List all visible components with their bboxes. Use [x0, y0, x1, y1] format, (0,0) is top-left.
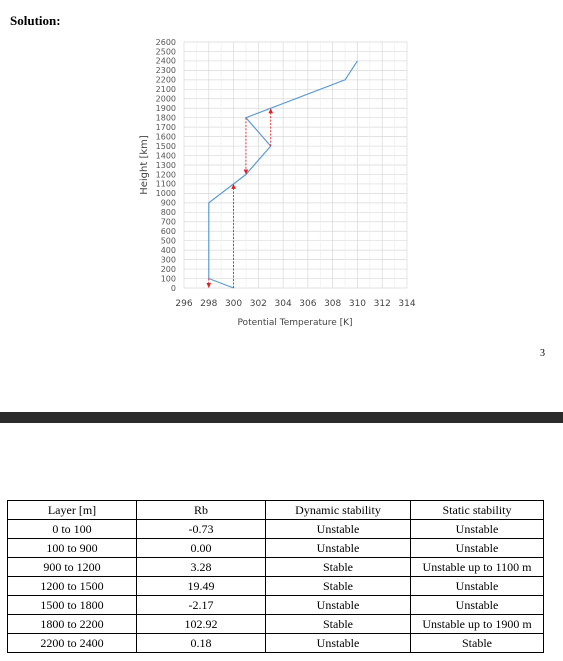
page-divider: [0, 412, 563, 423]
y-tick-label: 2300: [156, 66, 176, 75]
cell-static: Unstable: [410, 538, 544, 558]
cell-rb: 102.92: [136, 614, 266, 634]
parcel-arrow-head: [268, 108, 274, 114]
y-tick-label: 2000: [156, 95, 176, 104]
x-tick-label: 310: [349, 299, 366, 309]
header-dynamic-stability: Dynamic stability: [265, 500, 411, 520]
y-tick-label: 2500: [156, 47, 176, 56]
table-row: 1200 to 1500 19.49 Stable Unstable: [7, 576, 544, 596]
y-tick-label: 100: [161, 274, 176, 283]
cell-rb: -0.73: [136, 519, 266, 539]
cell-layer: 1800 to 2200: [7, 614, 137, 634]
y-tick-label: 1700: [156, 123, 176, 132]
x-axis-label: Potential Temperature [K]: [237, 318, 352, 328]
cell-layer: 900 to 1200: [7, 557, 137, 577]
y-tick-label: 300: [161, 255, 176, 264]
cell-rb: 19.49: [136, 576, 266, 596]
cell-rb: 0.00: [136, 538, 266, 558]
profile-line-layer: [208, 60, 358, 289]
y-tick-label: 0: [171, 284, 176, 293]
parcel-arrows-layer: [206, 108, 274, 288]
cell-dynamic: Stable: [265, 557, 411, 577]
header-layer: Layer [m]: [7, 500, 137, 520]
x-tick-labels: 296 298 300 302 304 306 308 310 312 314: [175, 299, 415, 309]
chart-grid: [183, 41, 408, 289]
profile-series-line: [208, 60, 358, 289]
cell-static: Stable: [410, 633, 544, 653]
y-tick-label: 1500: [156, 142, 176, 151]
parcel-arrow-head: [206, 283, 212, 288]
y-tick-label: 2200: [156, 76, 176, 85]
cell-layer: 0 to 100: [7, 519, 137, 539]
cell-static: Unstable: [410, 576, 544, 596]
x-tick-label: 308: [324, 299, 341, 309]
table-row: 0 to 100 -0.73 Unstable Unstable: [7, 519, 544, 539]
x-tick-label: 298: [200, 299, 217, 309]
table-row: 900 to 1200 3.28 Stable Unstable up to 1…: [7, 557, 544, 577]
y-tick-label: 1400: [156, 151, 176, 160]
cell-layer: 1500 to 1800: [7, 595, 137, 615]
cell-rb: 3.28: [136, 557, 266, 577]
y-tick-label: 1000: [156, 189, 176, 198]
x-tick-label: 304: [275, 299, 292, 309]
x-tick-label: 302: [250, 299, 267, 309]
table-row: 1800 to 2200 102.92 Stable Unstable up t…: [7, 614, 544, 634]
x-tick-label: 314: [398, 299, 415, 309]
y-tick-label: 400: [161, 246, 176, 255]
table-row: 1500 to 1800 -2.17 Unstable Unstable: [7, 595, 544, 615]
cell-rb: -2.17: [136, 595, 266, 615]
x-tick-label: 296: [175, 299, 192, 309]
cell-dynamic: Unstable: [265, 519, 411, 539]
cell-static: Unstable: [410, 595, 544, 615]
y-tick-labels: 0100200300400500600700800900100011001200…: [156, 38, 176, 293]
cell-layer: 100 to 900: [7, 538, 137, 558]
x-tick-label: 300: [225, 299, 242, 309]
cell-static: Unstable up to 1100 m: [410, 557, 544, 577]
y-tick-label: 500: [161, 236, 176, 245]
table-row: 100 to 900 0.00 Unstable Unstable: [7, 538, 544, 558]
x-tick-label: 312: [374, 299, 391, 309]
cell-static: Unstable: [410, 519, 544, 539]
y-tick-label: 1300: [156, 161, 176, 170]
y-tick-label: 1600: [156, 132, 176, 141]
y-tick-label: 1100: [156, 180, 176, 189]
cell-static: Unstable up to 1900 m: [410, 614, 544, 634]
y-tick-label: 200: [161, 265, 176, 274]
y-tick-label: 2600: [156, 38, 176, 47]
y-tick-label: 600: [161, 227, 176, 236]
y-tick-label: 1900: [156, 104, 176, 113]
page-number: 3: [540, 348, 545, 359]
y-tick-label: 2100: [156, 85, 176, 94]
header-rb: Rb: [136, 500, 266, 520]
y-tick-label: 2400: [156, 57, 176, 66]
y-tick-label: 700: [161, 218, 176, 227]
stability-table: Layer [m] Rb Dynamic stability Static st…: [7, 500, 544, 653]
cell-dynamic: Unstable: [265, 633, 411, 653]
y-tick-label: 800: [161, 208, 176, 217]
cell-rb: 0.18: [136, 633, 266, 653]
cell-dynamic: Stable: [265, 614, 411, 634]
x-tick-label: 306: [299, 299, 316, 309]
y-tick-label: 900: [161, 199, 176, 208]
y-tick-label: 1200: [156, 170, 176, 179]
cell-dynamic: Unstable: [265, 595, 411, 615]
potential-temperature-chart: 0100200300400500600700800900100011001200…: [139, 38, 416, 328]
cell-layer: 1200 to 1500: [7, 576, 137, 596]
cell-layer: 2200 to 2400: [7, 633, 137, 653]
y-axis-label: Height [km]: [139, 135, 150, 195]
solution-heading: Solution:: [10, 13, 61, 28]
cell-dynamic: Stable: [265, 576, 411, 596]
cell-dynamic: Unstable: [265, 538, 411, 558]
parcel-arrow-head: [243, 169, 249, 175]
table-header-row: Layer [m] Rb Dynamic stability Static st…: [7, 500, 544, 520]
parcel-arrow-head: [231, 183, 236, 189]
table-row: 2200 to 2400 0.18 Unstable Stable: [7, 633, 544, 653]
header-static-stability: Static stability: [410, 500, 544, 520]
y-tick-label: 1800: [156, 113, 176, 122]
